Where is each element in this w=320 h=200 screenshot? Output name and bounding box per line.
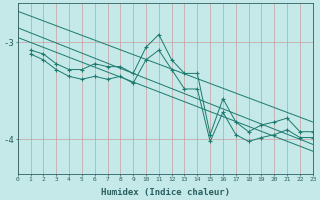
X-axis label: Humidex (Indice chaleur): Humidex (Indice chaleur) <box>101 188 230 197</box>
